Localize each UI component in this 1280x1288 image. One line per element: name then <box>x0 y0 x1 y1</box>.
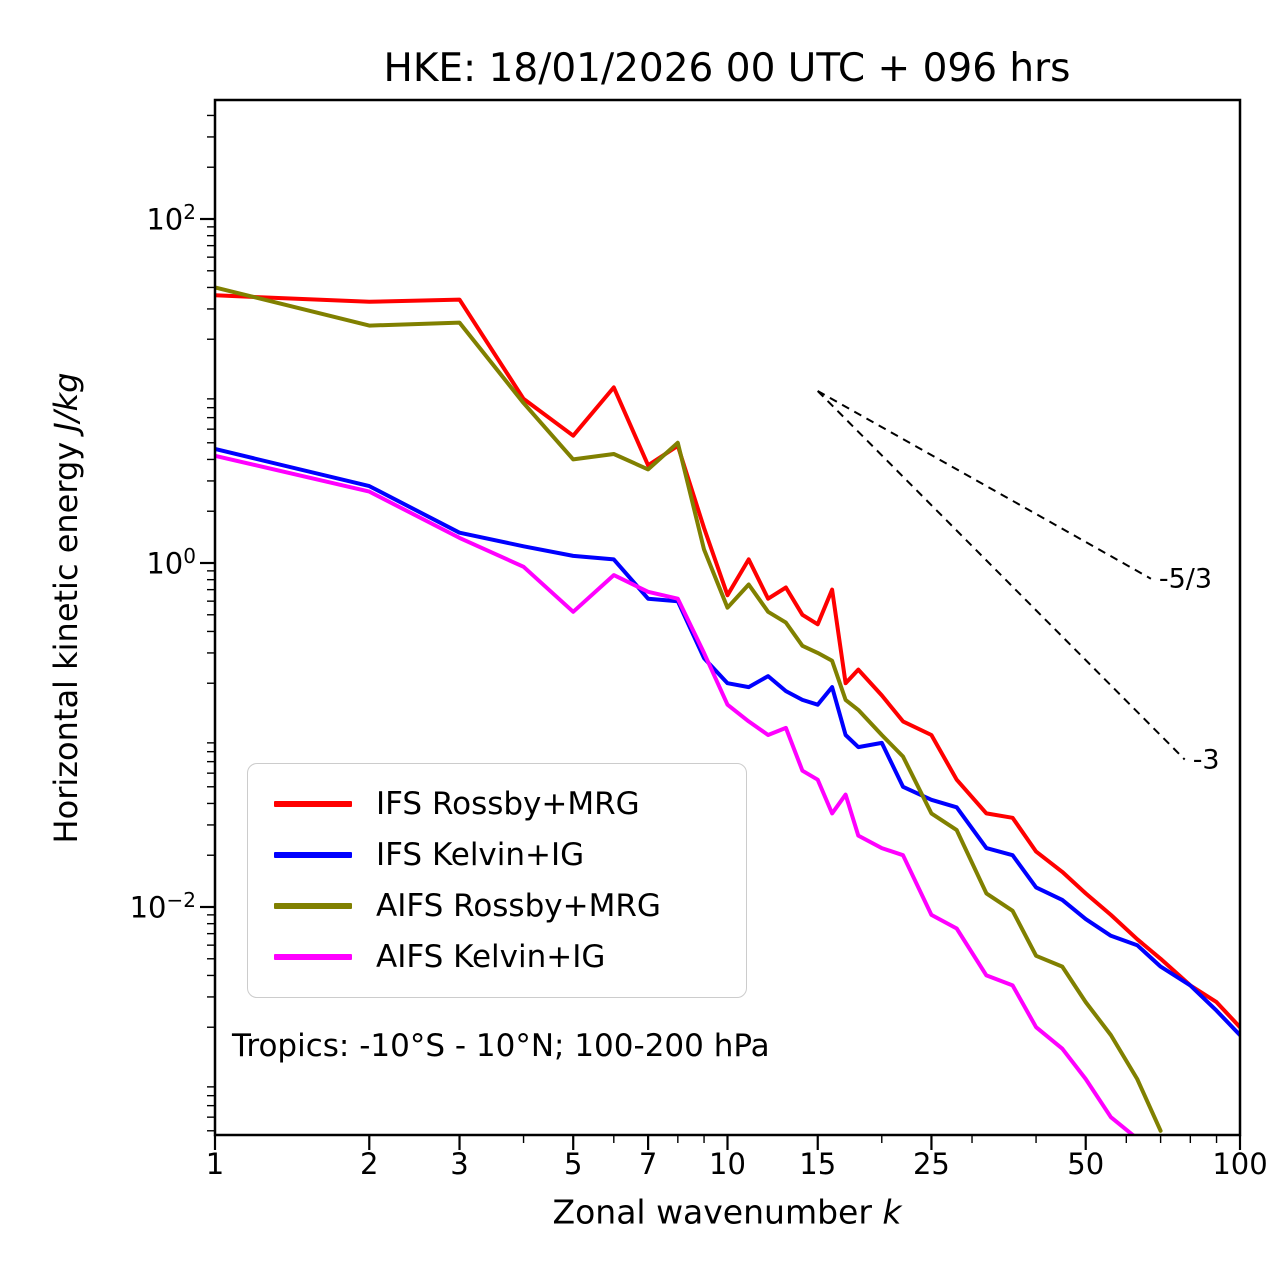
x-tick-label: 1 <box>205 1147 225 1181</box>
legend-swatch <box>274 954 352 960</box>
x-tick-label: 2 <box>360 1147 379 1181</box>
legend: IFS Rossby+MRG IFS Kelvin+IG AIFS Rossby+M… <box>247 763 747 998</box>
y-axis-label: Horizontal kinetic energy J/kg <box>47 373 85 844</box>
series-ifs-rossby-mrg <box>215 293 1240 1030</box>
series-aifs-rossby-mrg <box>215 285 1163 1133</box>
legend-swatch <box>274 903 352 909</box>
x-tick-label: 15 <box>799 1147 837 1181</box>
y-tick-label: 102 <box>146 200 196 237</box>
legend-swatch <box>274 801 352 807</box>
x-tick-label: 5 <box>563 1147 583 1181</box>
series-aifs-kelvin-ig <box>215 453 1136 1135</box>
x-axis-label-text: Zonal wavenumber <box>552 1192 883 1232</box>
y-tick-label: 100 <box>146 544 196 581</box>
x-tick-label: 100 <box>1212 1147 1268 1181</box>
reference-slope-line <box>817 390 1152 580</box>
x-tick-label: 50 <box>1067 1147 1105 1181</box>
legend-swatch <box>274 852 352 858</box>
series-ifs-kelvin-ig <box>215 447 1240 1038</box>
legend-label: IFS Kelvin+IG <box>376 837 585 873</box>
reference-slope-label: -3 <box>1193 745 1220 776</box>
x-axis-label: Zonal wavenumber k <box>552 1193 901 1232</box>
x-tick-label: 3 <box>450 1147 469 1181</box>
axes-frame <box>213 98 1242 1137</box>
reference-slope-line <box>816 390 1186 761</box>
annotation: Tropics: -10°S - 10°N; 100-200 hPa <box>232 1028 770 1064</box>
y-tick-label: 10−2 <box>129 888 196 925</box>
y-axis-label-text: Horizontal kinetic energy <box>47 431 85 844</box>
x-tick-label: 10 <box>709 1147 746 1181</box>
legend-label: IFS Rossby+MRG <box>376 786 640 822</box>
reference-slope-label: -5/3 <box>1159 564 1212 595</box>
legend-item: IFS Rossby+MRG <box>274 786 720 822</box>
legend-item: IFS Kelvin+IG <box>274 837 720 873</box>
legend-label: AIFS Kelvin+IG <box>376 939 606 975</box>
x-tick-label: 7 <box>638 1147 658 1181</box>
x-tick-label: 25 <box>912 1147 950 1181</box>
legend-label: AIFS Rossby+MRG <box>376 888 661 924</box>
y-axis-label-units: J/kg <box>47 372 85 432</box>
chart-title: HKE: 18/01/2026 00 UTC + 096 hrs <box>383 46 1071 91</box>
x-axis-label-symbol: k <box>882 1192 902 1232</box>
legend-item: AIFS Rossby+MRG <box>274 888 720 924</box>
legend-item: AIFS Kelvin+IG <box>274 939 720 975</box>
